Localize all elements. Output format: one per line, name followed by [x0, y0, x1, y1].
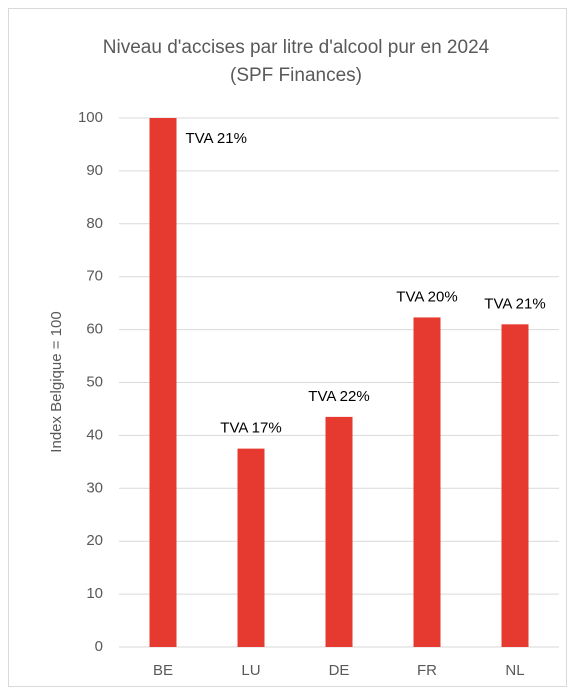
- y-tick-label: 20: [86, 532, 103, 549]
- bar: [149, 118, 177, 647]
- y-tick-label: 60: [86, 321, 103, 338]
- annotation: TVA 17%: [220, 420, 281, 437]
- y-tick-label: 70: [86, 268, 103, 285]
- y-tick-label: 50: [86, 373, 103, 390]
- y-tick-label: 90: [86, 162, 103, 179]
- annotation: TVA 21%: [484, 295, 545, 312]
- x-tick-label: NL: [505, 662, 524, 679]
- bar: [325, 416, 353, 647]
- y-tick-label: 30: [86, 479, 103, 496]
- x-tick-label: BE: [153, 662, 173, 679]
- y-tick-label: 100: [78, 109, 103, 126]
- chart-title: Niveau d'accises par litre d'alcool pur …: [102, 37, 490, 86]
- x-tick-label: LU: [241, 662, 260, 679]
- y-tick-label: 80: [86, 215, 103, 232]
- bar: [501, 324, 529, 647]
- bar: [413, 317, 441, 647]
- x-tick-label: FR: [417, 662, 437, 679]
- annotation: TVA 20%: [396, 288, 457, 305]
- x-tick-label: DE: [329, 662, 350, 679]
- annotation: TVA 22%: [308, 388, 369, 405]
- y-axis-label: Index Belgique = 100: [48, 311, 65, 452]
- chart-frame: [8, 8, 567, 687]
- bar: [237, 448, 265, 647]
- annotation: TVA 21%: [186, 130, 247, 147]
- y-tick-label: 10: [86, 585, 103, 602]
- y-tick-label: 40: [86, 426, 103, 443]
- y-tick-label: 0: [95, 638, 103, 655]
